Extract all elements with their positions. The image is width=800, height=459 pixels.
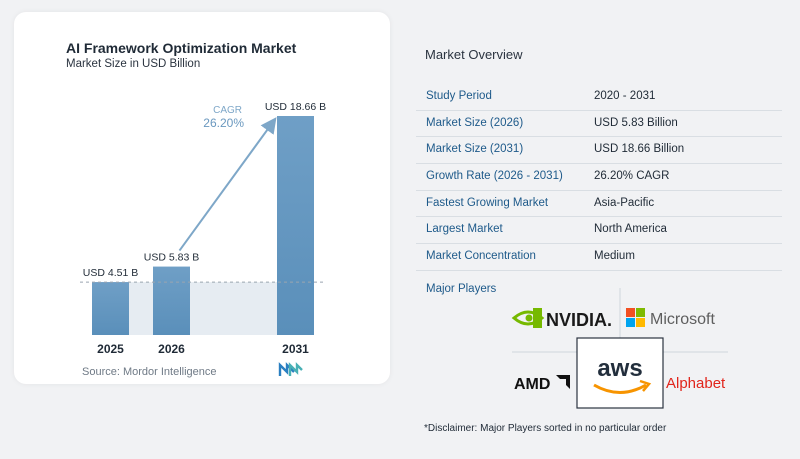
- cagr-label: CAGR: [213, 105, 242, 116]
- overview-row: Largest Market North America: [416, 217, 782, 245]
- cagr-value: 26.20%: [203, 116, 244, 130]
- bar-2026: [153, 266, 190, 335]
- amd-arrow-icon: [556, 375, 570, 389]
- x-tick-2025: 2025: [97, 342, 124, 356]
- alphabet-wordmark: Alphabet: [666, 375, 726, 392]
- overview-row: Growth Rate (2026 - 2031) 26.20% CAGR: [416, 164, 782, 191]
- row-value: North America: [594, 223, 667, 236]
- row-value: Medium: [594, 250, 635, 263]
- row-value: USD 18.66 Billion: [594, 143, 685, 156]
- nvidia-wordmark: NVIDIA.: [546, 310, 612, 330]
- disclaimer-text: *Disclaimer: Major Players sorted in no …: [424, 423, 667, 434]
- data-label-2025: USD 4.51 B: [83, 267, 138, 279]
- row-key: Growth Rate (2026 - 2031): [426, 170, 563, 183]
- overview-row: Fastest Growing Market Asia-Pacific: [416, 191, 782, 218]
- row-key: Largest Market: [426, 223, 503, 236]
- row-key: Market Size (2026): [426, 116, 524, 129]
- microsoft-logo-icon: [626, 308, 645, 327]
- data-label-2026: USD 5.83 B: [144, 252, 199, 264]
- overview-row: Market Size (2026) USD 5.83 Billion: [416, 111, 782, 138]
- overview-row: Market Size (2031) USD 18.66 Billion: [416, 137, 782, 165]
- overview-table: Study Period 2020 - 2031 Market Size (202…: [416, 84, 782, 271]
- row-value: Asia-Pacific: [594, 196, 655, 209]
- amd-wordmark: AMD: [514, 376, 550, 393]
- x-tick-2031: 2031: [282, 342, 309, 356]
- chart-subtitle: Market Size in USD Billion: [66, 58, 201, 70]
- row-key: Market Size (2031): [426, 143, 524, 156]
- aws-logo-box: [576, 337, 664, 409]
- aws-wordmark: aws: [597, 355, 642, 382]
- chart-title: AI Framework Optimization Market: [66, 40, 297, 56]
- row-value: 26.20% CAGR: [594, 170, 670, 183]
- row-key: Study Period: [426, 90, 492, 102]
- row-value: USD 5.83 Billion: [594, 116, 678, 129]
- overview-row: Market Concentration Medium: [416, 244, 782, 271]
- source-text: Source: Mordor Intelligence: [82, 366, 217, 378]
- data-label-2031: USD 18.66 B: [265, 101, 326, 113]
- row-value: 2020 - 2031: [594, 90, 656, 102]
- nvidia-logo-icon: [511, 308, 545, 328]
- major-players-title: Major Players: [426, 283, 497, 295]
- x-tick-2026: 2026: [158, 342, 185, 356]
- mordor-logo-icon: [278, 362, 303, 376]
- aws-smile-icon: [593, 379, 652, 394]
- microsoft-wordmark: Microsoft: [650, 311, 715, 328]
- cagr-arrow: [178, 117, 277, 252]
- overview-title: Market Overview: [425, 47, 523, 62]
- bar-2031: [277, 116, 314, 335]
- row-key: Fastest Growing Market: [426, 196, 549, 209]
- bar-2025: [92, 282, 129, 335]
- overview-row: Study Period 2020 - 2031: [416, 84, 782, 111]
- row-key: Market Concentration: [426, 250, 536, 263]
